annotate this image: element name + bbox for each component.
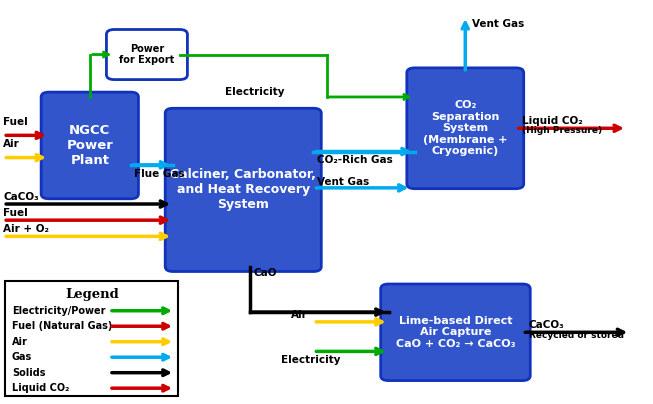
Text: Legend: Legend bbox=[65, 288, 119, 301]
Text: (High Pressure): (High Pressure) bbox=[522, 126, 603, 135]
Text: Solids: Solids bbox=[12, 368, 45, 378]
Text: Liquid CO₂: Liquid CO₂ bbox=[12, 383, 69, 393]
Text: Fuel: Fuel bbox=[3, 117, 28, 127]
Text: Liquid CO₂: Liquid CO₂ bbox=[522, 116, 583, 126]
Text: Lime-based Direct
Air Capture
CaO + CO₂ → CaCO₃: Lime-based Direct Air Capture CaO + CO₂ … bbox=[396, 316, 515, 349]
Text: Vent Gas: Vent Gas bbox=[471, 19, 524, 29]
Text: Air: Air bbox=[3, 139, 20, 149]
FancyBboxPatch shape bbox=[41, 92, 138, 199]
FancyBboxPatch shape bbox=[106, 29, 187, 80]
Text: Electricity: Electricity bbox=[225, 87, 285, 97]
Text: Air: Air bbox=[291, 309, 308, 320]
FancyBboxPatch shape bbox=[5, 281, 178, 396]
Text: Fuel (Natural Gas): Fuel (Natural Gas) bbox=[12, 321, 112, 331]
Text: Electricity/Power: Electricity/Power bbox=[12, 306, 105, 316]
Text: Calciner, Carbonator,
and Heat Recovery
System: Calciner, Carbonator, and Heat Recovery … bbox=[170, 168, 316, 211]
FancyBboxPatch shape bbox=[165, 108, 321, 271]
Text: CaO: CaO bbox=[253, 268, 277, 278]
FancyBboxPatch shape bbox=[407, 68, 524, 189]
Text: Air + O₂: Air + O₂ bbox=[3, 224, 49, 234]
Text: CO₂
Separation
System
(Membrane +
Cryogenic): CO₂ Separation System (Membrane + Cryoge… bbox=[423, 100, 507, 156]
Text: Gas: Gas bbox=[12, 352, 32, 362]
Text: NGCC
Power
Plant: NGCC Power Plant bbox=[67, 124, 113, 167]
Text: Electricity: Electricity bbox=[281, 355, 340, 365]
Text: Power
for Export: Power for Export bbox=[119, 44, 174, 65]
Text: Recycled or stored: Recycled or stored bbox=[529, 331, 624, 340]
FancyBboxPatch shape bbox=[381, 284, 530, 381]
Text: CO₂-Rich Gas: CO₂-Rich Gas bbox=[317, 156, 392, 165]
Text: Flue Gas: Flue Gas bbox=[134, 169, 185, 179]
Text: Vent Gas: Vent Gas bbox=[317, 177, 369, 187]
Text: CaCO₃: CaCO₃ bbox=[529, 320, 565, 330]
Text: Air: Air bbox=[12, 337, 27, 347]
Text: CaCO₃: CaCO₃ bbox=[3, 192, 39, 202]
Text: Fuel: Fuel bbox=[3, 208, 28, 218]
